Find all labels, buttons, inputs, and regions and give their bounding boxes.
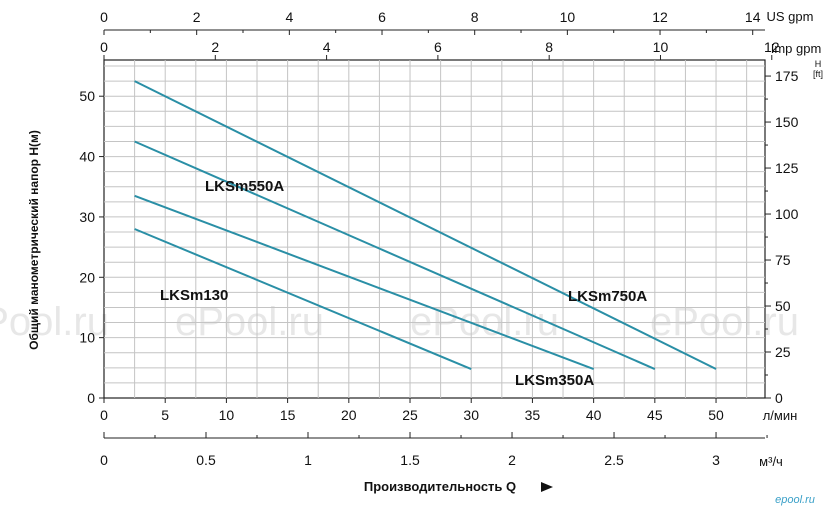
m3h-tick-label: 1.5 [400, 452, 420, 468]
chart-series [134, 80, 717, 370]
x-tick-label: 40 [586, 407, 602, 423]
us-gpm-tick-label: 0 [100, 9, 108, 25]
x-tick-label: 50 [708, 407, 724, 423]
series-label-lksm350a: LKSm350A [515, 372, 594, 389]
m3h-tick-label: 2 [508, 452, 516, 468]
imp-gpm-tick-label: 4 [323, 39, 331, 55]
series-label-lksm550a: LKSm550A [205, 178, 284, 195]
x-unit-label: л/мин [763, 408, 798, 423]
imp-gpm-tick-label: 8 [545, 39, 553, 55]
series-line-lksm750a [134, 80, 717, 370]
imp-gpm-tick-label: 2 [211, 39, 219, 55]
us-gpm-tick-label: 14 [745, 9, 761, 25]
watermark-0: ePool.ru [0, 300, 109, 344]
series-label-lksm130: LKSm130 [160, 287, 228, 304]
m3h-tick-label: 0.5 [196, 452, 216, 468]
m3h-tick-label: 0 [100, 452, 108, 468]
x-axis-title: Производительность Q [364, 479, 516, 494]
y-axis-title: Общий манометрический напор H(м) [27, 130, 41, 350]
y2-tick-label: 175 [775, 68, 799, 84]
y2-tick-label: 50 [775, 298, 791, 314]
y2-tick-label: 150 [775, 114, 799, 130]
x-tick-label: 10 [219, 407, 235, 423]
plot-frame [103, 59, 766, 399]
x-axis-arrow-icon [541, 482, 553, 492]
m3h-tick-label: 3 [712, 452, 720, 468]
y2-unit-label-ft: [ft] [813, 69, 823, 79]
imp-gpm-tick-label: 10 [653, 39, 669, 55]
us-gpm-tick-label: 12 [652, 9, 668, 25]
logo: epool.ru [775, 494, 815, 506]
imp-gpm-unit-label: Imp gpm [771, 41, 822, 56]
x-tick-label: 20 [341, 407, 357, 423]
y2-tick-label: 75 [775, 252, 791, 268]
m3h-tick-label: 1 [304, 452, 312, 468]
m3h-tick-label: 2.5 [604, 452, 624, 468]
y-tick-label: 0 [87, 390, 95, 406]
imp-gpm-tick-label: 0 [100, 39, 108, 55]
imp-gpm-tick-label: 6 [434, 39, 442, 55]
y-tick-label: 40 [79, 149, 95, 165]
y-tick-label: 30 [79, 209, 95, 225]
y-tick-label: 20 [79, 269, 95, 285]
us-gpm-tick-label: 6 [378, 9, 386, 25]
y2-tick-label: 0 [775, 390, 783, 406]
series-line-lksm350a [134, 194, 594, 370]
x-tick-label: 30 [463, 407, 479, 423]
x-tick-label: 0 [100, 407, 108, 423]
x-axis-title-group: Производительность Q [364, 479, 553, 494]
x-tick-label: 35 [525, 407, 541, 423]
us-gpm-tick-label: 4 [285, 9, 293, 25]
us-gpm-tick-label: 10 [560, 9, 576, 25]
x-tick-label: 15 [280, 407, 296, 423]
x-tick-label: 25 [402, 407, 418, 423]
series-label-lksm750a: LKSm750A [568, 288, 647, 305]
x-tick-label: 5 [161, 407, 169, 423]
y2-tick-label: 100 [775, 206, 799, 222]
y2-tick-label: 125 [775, 160, 799, 176]
us-gpm-tick-label: 2 [193, 9, 201, 25]
chart-labels: LKSm130 LKSm350A LKSm550A LKSm750A [160, 178, 647, 389]
x-tick-label: 45 [647, 407, 663, 423]
y2-tick-label: 25 [775, 344, 791, 360]
us-gpm-tick-label: 8 [471, 9, 479, 25]
us-gpm-unit-label: US gpm [767, 9, 814, 24]
y-tick-label: 50 [79, 88, 95, 104]
series-line-lksm550a [134, 140, 656, 370]
imp-gpm-tick-label: 12 [764, 39, 780, 55]
y2-unit-label-h: H [815, 59, 822, 69]
m3h-unit-label: м³/ч [759, 454, 783, 469]
y-tick-label: 10 [79, 330, 95, 346]
series-line-lksm130 [134, 228, 472, 370]
